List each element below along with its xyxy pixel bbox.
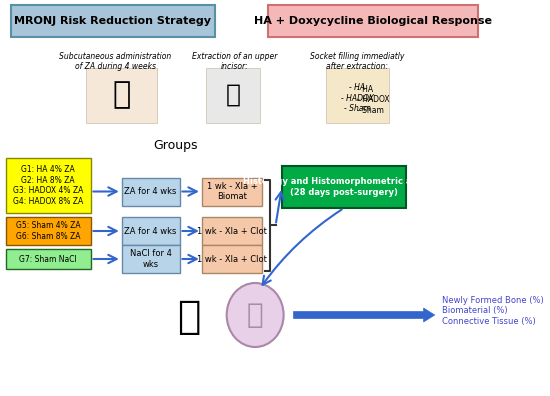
Text: G1: HA 4% ZA
G2: HA 8% ZA
G3: HADOX 4% ZA
G4: HADOX 8% ZA: G1: HA 4% ZA G2: HA 8% ZA G3: HADOX 4% Z… bbox=[13, 166, 83, 206]
FancyBboxPatch shape bbox=[6, 249, 91, 269]
Text: Histology and Histomorphometric analysis
(28 days post-surgery): Histology and Histomorphometric analysis… bbox=[244, 177, 445, 197]
Text: G7: Sham NaCl: G7: Sham NaCl bbox=[19, 255, 77, 263]
Text: - HA
- HADOX
- Sham: - HA - HADOX - Sham bbox=[358, 85, 390, 115]
Text: Newly Formed Bone (%)
Biomaterial (%)
Connective Tissue (%): Newly Formed Bone (%) Biomaterial (%) Co… bbox=[442, 296, 544, 326]
FancyBboxPatch shape bbox=[6, 158, 91, 213]
FancyBboxPatch shape bbox=[122, 217, 179, 245]
Text: Socket filling immediatly
after extraction:

- HA
- HADOX
- Sham: Socket filling immediatly after extracti… bbox=[310, 52, 405, 113]
FancyBboxPatch shape bbox=[122, 177, 179, 206]
Text: 1 wk - Xla + Clot: 1 wk - Xla + Clot bbox=[197, 255, 267, 263]
Text: 🔬: 🔬 bbox=[247, 301, 263, 329]
FancyBboxPatch shape bbox=[6, 217, 91, 245]
Text: 1 wk - Xla +
Biomat: 1 wk - Xla + Biomat bbox=[207, 182, 257, 201]
Text: 🔬: 🔬 bbox=[177, 298, 200, 336]
FancyBboxPatch shape bbox=[202, 245, 262, 273]
FancyBboxPatch shape bbox=[202, 217, 262, 245]
Text: G5: Sham 4% ZA
G6: Sham 8% ZA: G5: Sham 4% ZA G6: Sham 8% ZA bbox=[15, 221, 80, 241]
Text: ZA for 4 wks: ZA for 4 wks bbox=[124, 187, 177, 196]
FancyBboxPatch shape bbox=[326, 68, 389, 123]
Text: 🐀: 🐀 bbox=[113, 80, 131, 110]
FancyBboxPatch shape bbox=[206, 68, 260, 123]
Text: Subcutaneous administration
of ZA during 4 weeks: Subcutaneous administration of ZA during… bbox=[59, 52, 172, 71]
FancyBboxPatch shape bbox=[202, 177, 262, 206]
FancyBboxPatch shape bbox=[282, 166, 406, 208]
Text: ZA for 4 wks: ZA for 4 wks bbox=[124, 227, 177, 236]
Text: HA + Doxycycline Biological Response: HA + Doxycycline Biological Response bbox=[254, 16, 492, 26]
FancyBboxPatch shape bbox=[122, 245, 179, 273]
Circle shape bbox=[227, 283, 284, 347]
Text: MRONJ Risk Reduction Strategy: MRONJ Risk Reduction Strategy bbox=[14, 16, 211, 26]
FancyBboxPatch shape bbox=[86, 68, 157, 123]
Text: 🦷: 🦷 bbox=[226, 83, 240, 107]
Text: Extraction of an upper
incisor:: Extraction of an upper incisor: bbox=[192, 52, 277, 71]
FancyBboxPatch shape bbox=[10, 5, 215, 37]
Text: NaCl for 4
wks: NaCl for 4 wks bbox=[130, 249, 172, 269]
Text: Groups: Groups bbox=[153, 139, 197, 152]
FancyBboxPatch shape bbox=[268, 5, 477, 37]
Text: 1 wk - Xla + Clot: 1 wk - Xla + Clot bbox=[197, 227, 267, 236]
